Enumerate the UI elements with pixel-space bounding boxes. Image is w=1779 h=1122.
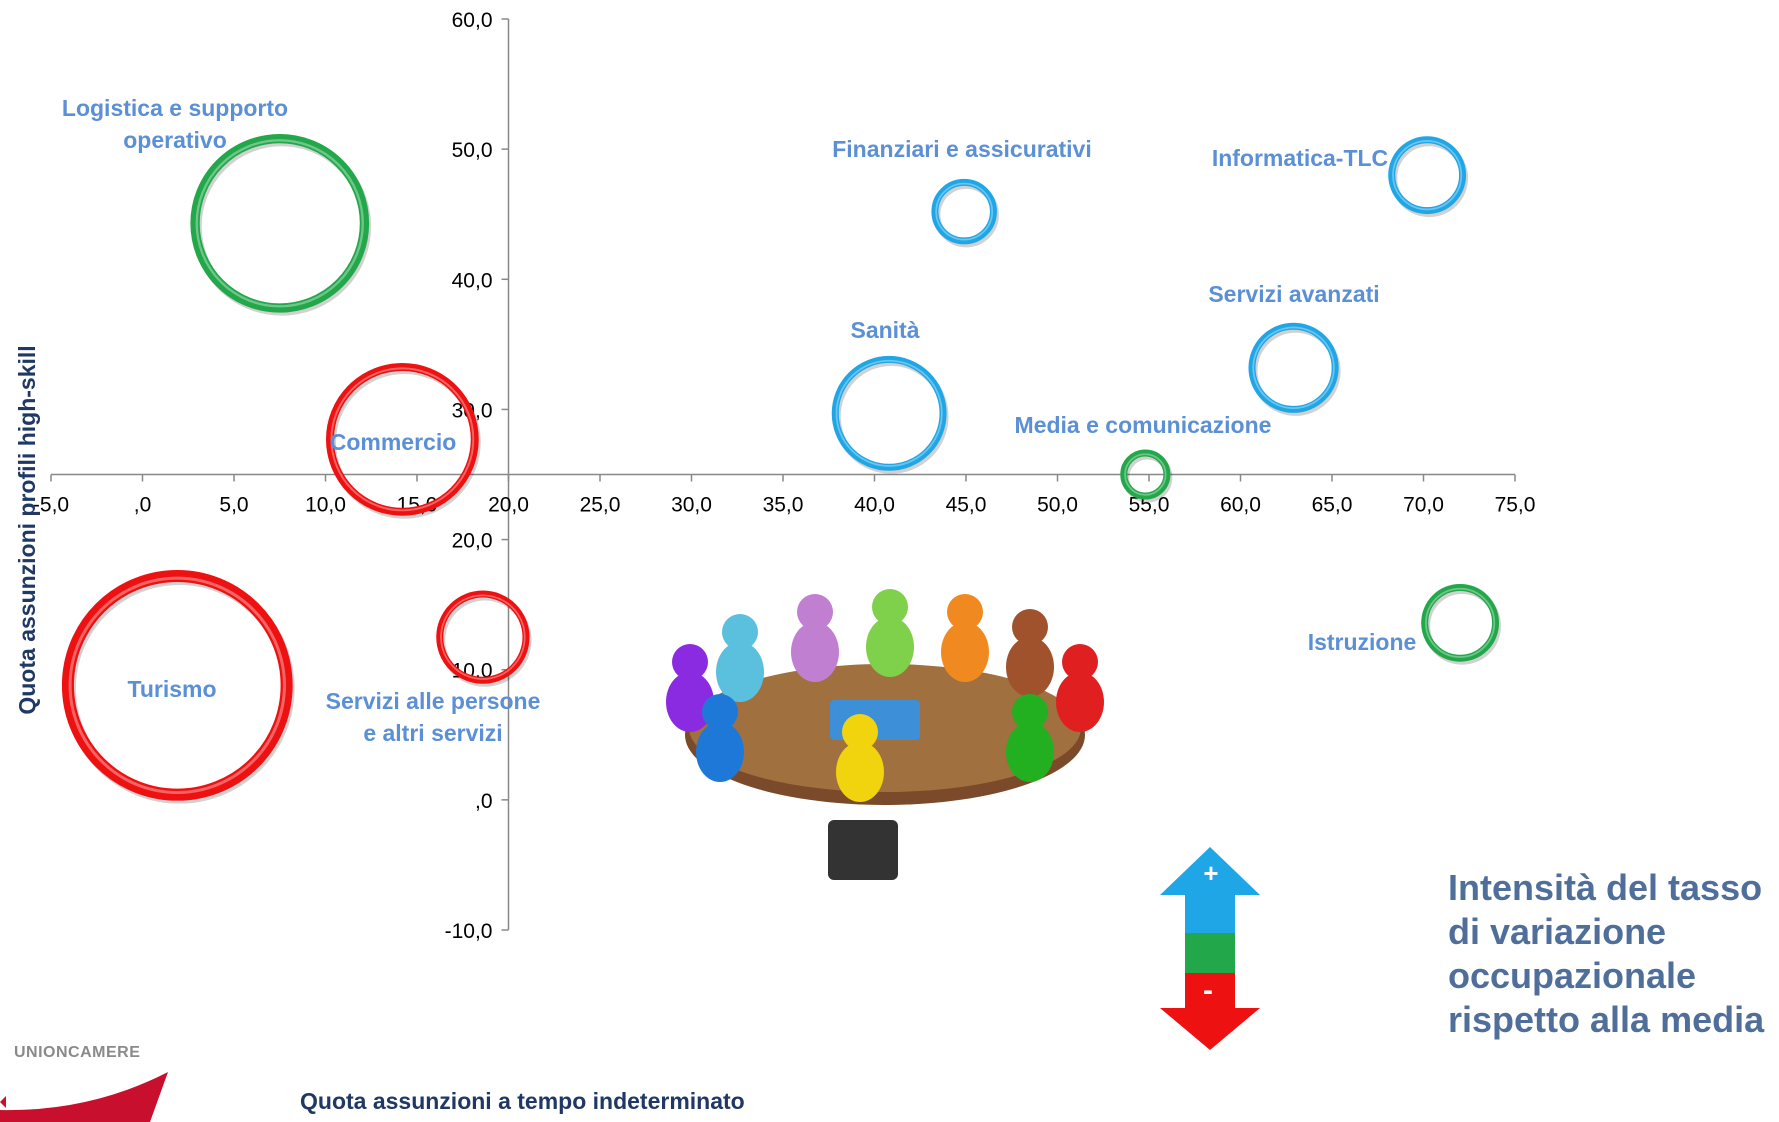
x-tick-label: 55,0 xyxy=(1129,494,1170,517)
round-table-illustration xyxy=(666,589,1104,880)
person-body xyxy=(716,642,764,702)
bubble-highlight xyxy=(935,182,994,241)
arrow-high xyxy=(1185,894,1235,934)
person-head xyxy=(842,714,878,750)
x-tick-label: 25,0 xyxy=(580,494,621,517)
bubble-label: Logistica e supporto xyxy=(62,95,288,121)
x-tick-label: 45,0 xyxy=(946,494,987,517)
bubble-label: Informatica-TLC xyxy=(1212,145,1388,171)
bubble-label: Sanità xyxy=(850,317,919,343)
person-body xyxy=(791,622,839,682)
axes: -5,0,0 5,0 10,0 15,0 20,0 25,0 30,0 35,0 40,0 45,… xyxy=(33,9,1536,943)
y-axis-title: Quota assunzioni profili high-skill xyxy=(14,345,40,714)
bubble-highlight xyxy=(440,594,526,680)
bubble-highlight xyxy=(1425,587,1496,658)
bubble xyxy=(1248,322,1339,413)
x-tick-label: 40,0 xyxy=(854,494,895,517)
bubble-highlight xyxy=(1124,453,1167,496)
bubble-highlight xyxy=(330,367,475,512)
legend-plus: + xyxy=(1203,858,1218,888)
person-body xyxy=(1006,637,1054,697)
y-tick-label: ,0 xyxy=(475,790,493,813)
x-tick-label: 20,0 xyxy=(488,494,529,517)
bubble xyxy=(61,569,293,801)
person-head xyxy=(1012,609,1048,645)
x-tick-label: -5,0 xyxy=(33,494,69,517)
bubbles xyxy=(61,133,1502,804)
person-body xyxy=(1006,722,1054,782)
bubble xyxy=(325,363,479,516)
bubble xyxy=(1421,583,1500,662)
bubble-label: Commercio xyxy=(330,429,457,455)
bubble-label: Finanziari e assicurativi xyxy=(832,136,1092,162)
bubble-label: Servizi alle persone xyxy=(326,688,541,714)
y-tick-label: 20,0 xyxy=(452,530,493,553)
person-head xyxy=(672,644,708,680)
legend-line: rispetto alla media xyxy=(1448,999,1765,1040)
bubble-highlight xyxy=(68,576,286,795)
logo-text: UNIONCAMERE xyxy=(14,1044,141,1061)
unioncamere-logo xyxy=(0,1072,168,1122)
person-head xyxy=(947,594,983,630)
person-body xyxy=(836,742,884,802)
person-body xyxy=(866,617,914,677)
y-tick-label: 50,0 xyxy=(452,139,493,162)
bubble-highlight xyxy=(1392,140,1463,211)
legend-title: Intensità del tasso di variazione occupa… xyxy=(1448,866,1778,1042)
person-head xyxy=(872,589,908,625)
legend-line: occupazionale xyxy=(1448,955,1697,996)
arrow-low xyxy=(1185,973,1235,1009)
x-tick-label: ,0 xyxy=(134,494,152,517)
person-head xyxy=(702,694,738,730)
person-body xyxy=(1056,672,1104,732)
person-head xyxy=(1062,644,1098,680)
bubble-labels: Logistica e supporto operativo Commercio Tu… xyxy=(62,95,1416,746)
person-head xyxy=(722,614,758,650)
arrow-up-head xyxy=(1160,847,1260,895)
x-tick-label: 75,0 xyxy=(1495,494,1536,517)
bubble-label: Turismo xyxy=(127,676,216,702)
bubble-label: operativo xyxy=(123,127,227,153)
x-tick-label: 50,0 xyxy=(1037,494,1078,517)
x-axis-title: Quota assunzioni a tempo indeterminato xyxy=(300,1088,745,1114)
bubble xyxy=(190,133,370,313)
legend-line: Intensità del tasso xyxy=(1448,867,1763,908)
x-tick-label: 35,0 xyxy=(763,494,804,517)
x-tick-label: 70,0 xyxy=(1403,494,1444,517)
legend-arrow: +- xyxy=(1160,847,1260,1050)
bubble xyxy=(931,178,997,245)
bubble-label: Istruzione xyxy=(1308,629,1417,655)
bubble-label: Media e comunicazione xyxy=(1015,412,1272,438)
y-tick-label: 40,0 xyxy=(452,269,493,292)
person-head xyxy=(1012,694,1048,730)
person-head xyxy=(797,594,833,630)
bubble xyxy=(436,590,530,684)
arrow-mid xyxy=(1185,933,1235,974)
person-body xyxy=(941,622,989,682)
person-body xyxy=(666,672,714,732)
bubble xyxy=(1120,449,1171,500)
legend-line: di variazione xyxy=(1448,911,1667,952)
bubble xyxy=(1388,136,1467,215)
bubble-highlight xyxy=(195,139,364,308)
bubble-highlight xyxy=(1252,326,1335,409)
y-tick-label: -10,0 xyxy=(445,920,493,943)
chair xyxy=(828,820,898,880)
y-tick-label: 60,0 xyxy=(452,9,493,32)
legend-minus: - xyxy=(1203,974,1213,1007)
bubble-label: e altri servizi xyxy=(363,720,502,746)
x-tick-label: 5,0 xyxy=(219,494,248,517)
bubble xyxy=(831,355,947,471)
bubble-highlight xyxy=(835,359,943,467)
x-tick-label: 60,0 xyxy=(1220,494,1261,517)
bubble-label: Servizi avanzati xyxy=(1208,281,1379,307)
x-tick-label: 10,0 xyxy=(305,494,346,517)
arrow-down-head xyxy=(1160,1008,1260,1050)
x-tick-label: 65,0 xyxy=(1312,494,1353,517)
person-body xyxy=(696,722,744,782)
x-tick-label: 30,0 xyxy=(671,494,712,517)
